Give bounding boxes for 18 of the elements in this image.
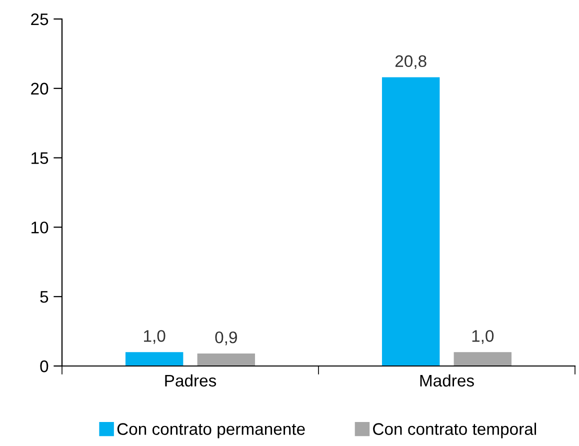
y-tick-label: 5 [40,291,48,303]
bar [382,77,440,366]
legend-label: Con contrato temporal [373,422,536,438]
data-label: 1,0 [472,330,494,344]
y-tick-label: 20 [31,82,48,95]
y-tick-label: 25 [31,13,48,26]
bar [454,352,512,366]
bar [125,352,184,366]
legend-label: Con contrato permanente [117,423,305,438]
data-label: 20,8 [395,55,426,70]
y-tick-label: 15 [32,152,48,164]
y-tick-label: 10 [32,222,48,234]
data-label: 1,0 [144,330,166,344]
x-tick-label: Madres [420,374,474,387]
data-label: 0,9 [215,331,237,346]
bar [197,354,256,366]
x-tick-label: Padres [165,374,216,387]
y-tick-label: 0 [40,360,48,372]
